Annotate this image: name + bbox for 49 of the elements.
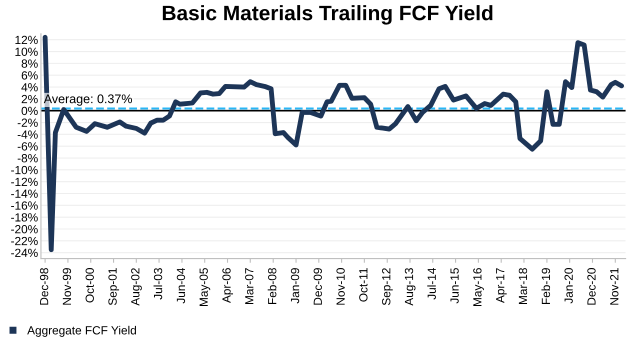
ref-line-label: Average: 0.37% xyxy=(44,94,132,106)
x-tick-label: Jul-03 xyxy=(154,268,162,300)
y-tick-label: 12% xyxy=(15,36,38,44)
x-tick-label: Sep-12 xyxy=(382,268,393,306)
y-tick-label: -2% xyxy=(18,118,38,127)
y-tick-label: 2% xyxy=(22,94,38,104)
y-tick-label: -4% xyxy=(18,130,38,139)
x-tick-label: Jan-09 xyxy=(290,268,300,304)
x-tick-label: Sep-01 xyxy=(108,268,120,306)
x-tick-label: Oct-00 xyxy=(86,268,94,302)
line-series xyxy=(42,34,624,252)
x-tick-label: Aug-13 xyxy=(404,268,416,306)
y-tick-label: -8% xyxy=(18,154,38,162)
x-tick-label: Feb-08 xyxy=(268,268,276,304)
y-tick-label: -14% xyxy=(11,190,38,198)
x-tick-label: Feb-19 xyxy=(541,268,550,304)
x-tick-label: Mar-07 xyxy=(245,268,254,304)
y-tick-label: 4% xyxy=(21,83,38,92)
y-tick-label: -6% xyxy=(18,142,38,151)
y-tick-label: -18% xyxy=(11,213,38,222)
chart-title: Basic Materials Trailing FCF Yield xyxy=(162,5,492,25)
x-tick-label: May-16 xyxy=(473,268,484,306)
x-tick-label: Nov-99 xyxy=(62,268,72,305)
x-tick-label: Nov-21 xyxy=(610,268,618,305)
x-tick-label: Apr-06 xyxy=(222,268,234,304)
y-tick-label: 6% xyxy=(22,71,38,80)
y-tick-label: 10% xyxy=(15,48,38,56)
legend-label: Aggregate FCF Yield xyxy=(27,326,136,337)
y-tick-label: -24% xyxy=(11,248,38,258)
x-tick-label: Dec-20 xyxy=(587,268,596,305)
y-tick-label: -22% xyxy=(11,236,38,246)
x-tick-label: Jun-15 xyxy=(450,268,459,304)
x-tick-label: Apr-17 xyxy=(496,268,507,304)
y-tick-label: -20% xyxy=(11,225,38,234)
x-tick-label: Jan-20 xyxy=(564,268,573,304)
x-tick-label: Jul-14 xyxy=(427,268,436,300)
x-tick-label: Oct-11 xyxy=(359,268,368,302)
y-tick-label: -12% xyxy=(11,178,38,186)
x-tick-label: Dec-09 xyxy=(314,268,322,305)
x-tick-label: May-05 xyxy=(200,268,210,306)
x-tick-label: Nov-10 xyxy=(336,268,345,305)
y-tick-label: 8% xyxy=(22,59,38,68)
x-tick-label: Dec-98 xyxy=(40,268,48,305)
y-tick-label: -10% xyxy=(11,166,38,174)
x-tick-label: Mar-18 xyxy=(518,268,528,304)
y-tick-label: 0% xyxy=(22,106,38,116)
y-tick-label: -16% xyxy=(11,201,38,210)
x-tick-label: Jun-04 xyxy=(176,268,186,304)
x-tick-label: Aug-02 xyxy=(131,268,142,306)
